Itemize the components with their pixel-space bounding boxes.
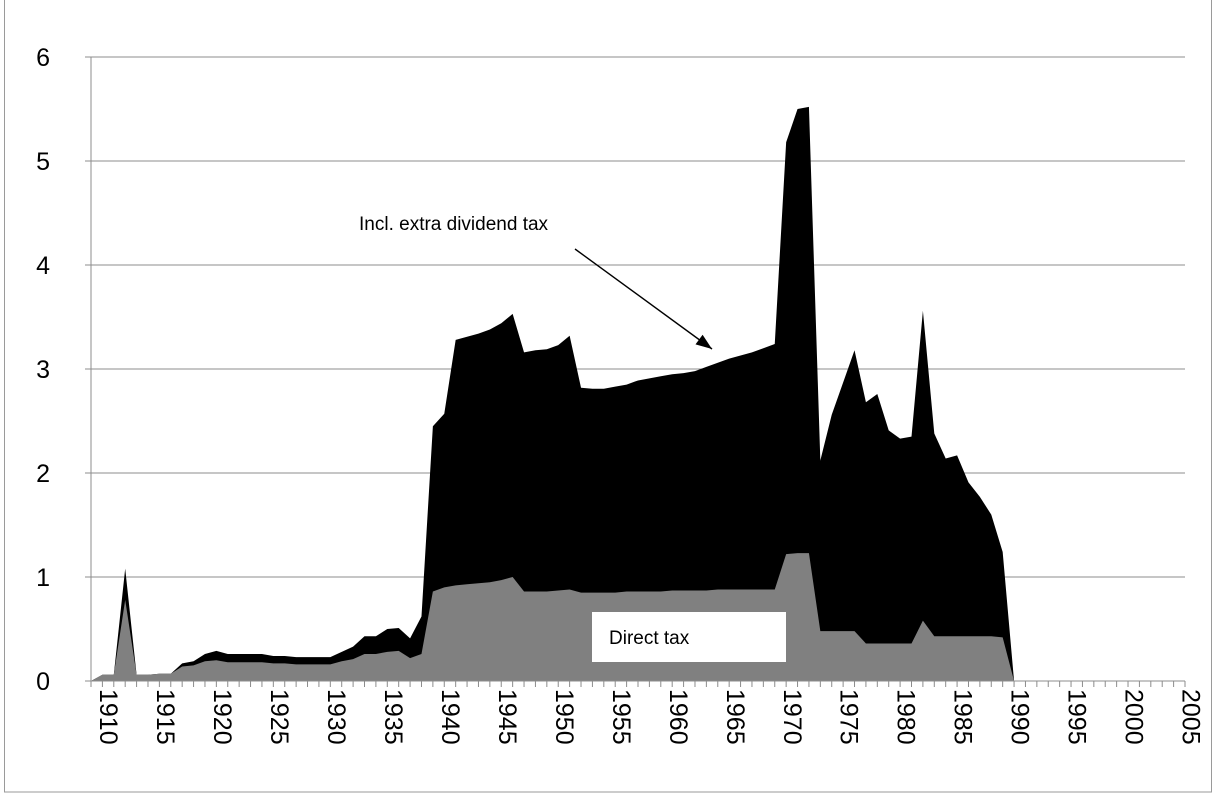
- x-tick-label-1940: 1940: [436, 689, 464, 745]
- y-tick-label-0: 0: [36, 668, 50, 696]
- x-tick-label-1960: 1960: [664, 689, 692, 745]
- x-tick-label-1965: 1965: [721, 689, 749, 745]
- x-tick-label-1985: 1985: [949, 689, 977, 745]
- direct-tax-annotation: Direct tax: [609, 628, 690, 649]
- x-tick-label-1990: 1990: [1006, 689, 1034, 745]
- x-tick-label-1945: 1945: [493, 689, 521, 745]
- x-tick-label-1970: 1970: [778, 689, 806, 745]
- y-tick-label-4: 4: [36, 252, 50, 280]
- y-tick-label-6: 6: [36, 44, 50, 72]
- x-tick-labels: 1910 1915 1920 1925 1930 1935 1940 1945 1950 1955…: [94, 689, 1205, 745]
- x-tick-label-1975: 1975: [835, 689, 863, 745]
- x-tick-label-1920: 1920: [208, 689, 236, 745]
- direct-tax-label-box: [592, 612, 786, 662]
- annotation-arrowhead: [695, 334, 712, 349]
- x-tick-label-1935: 1935: [379, 689, 407, 745]
- x-tick-label-1950: 1950: [550, 689, 578, 745]
- x-tick-label-1980: 1980: [892, 689, 920, 745]
- extra-dividend-annotation: Incl. extra dividend tax: [359, 214, 549, 235]
- area-series: [91, 106, 1015, 682]
- area-extra-dividend-tax: [91, 106, 1015, 682]
- x-tick-label-2000: 2000: [1120, 689, 1148, 745]
- axes: [85, 56, 1186, 687]
- annotation-arrow: [574, 248, 713, 350]
- y-tick-label-1: 1: [36, 564, 50, 592]
- x-tick-label-1925: 1925: [265, 689, 293, 745]
- x-tick-label-1995: 1995: [1063, 689, 1091, 745]
- x-tick-label-1915: 1915: [151, 689, 179, 745]
- chart-border: [4, 0, 1212, 793]
- x-tick-label-1910: 1910: [94, 689, 122, 745]
- annotations: Direct tax Incl. extra dividend tax: [359, 214, 786, 662]
- y-tick-label-3: 3: [36, 356, 50, 384]
- y-tick-label-2: 2: [36, 460, 50, 488]
- x-tick-label-2005: 2005: [1177, 689, 1205, 745]
- y-tick-labels: 0 1 2 3 4 5 6: [36, 44, 50, 696]
- y-tick-label-5: 5: [36, 148, 50, 176]
- x-tick-label-1930: 1930: [322, 689, 350, 745]
- x-tick-label-1955: 1955: [607, 689, 635, 745]
